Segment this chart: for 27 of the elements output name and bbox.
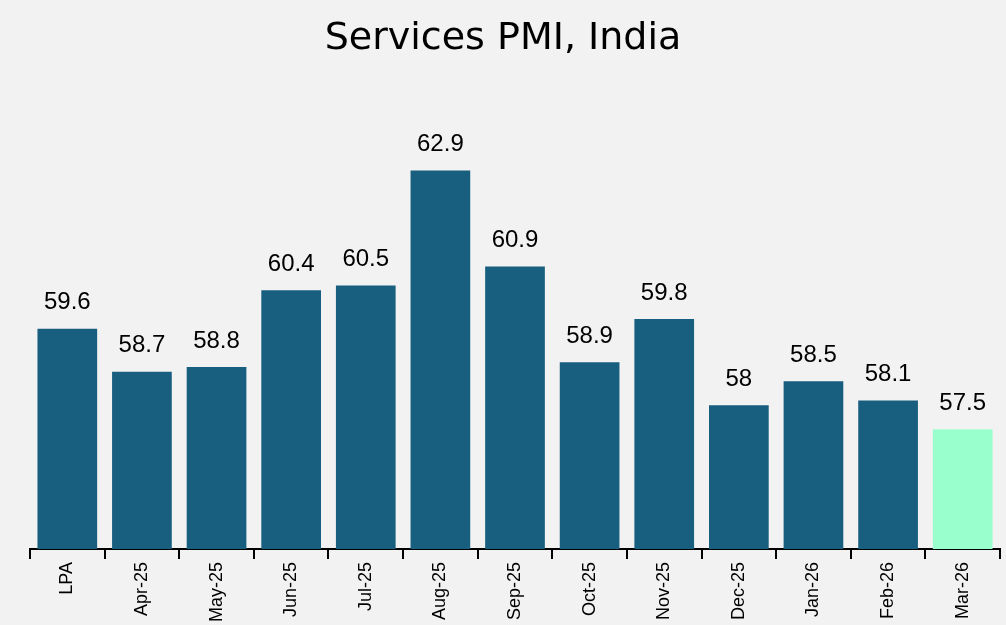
data-label: 58.8 xyxy=(193,325,240,353)
data-label: 60.4 xyxy=(267,248,315,276)
data-label: 60.5 xyxy=(342,244,390,272)
x-tick-label: Jul-25 xyxy=(354,561,375,612)
x-tick-label: Oct-25 xyxy=(578,561,599,617)
data-label: 60.9 xyxy=(491,225,539,253)
x-tick-label: Aug-25 xyxy=(429,561,450,621)
x-tick-label: Mar-26 xyxy=(951,561,972,619)
data-label: 59.8 xyxy=(640,277,688,305)
data-label: 58.5 xyxy=(790,339,837,367)
x-tick-label: LPA xyxy=(56,561,77,595)
x-tick-label: Jun-25 xyxy=(280,561,301,618)
data-label: 59.6 xyxy=(43,287,91,315)
x-tick-label: Apr-25 xyxy=(130,561,151,617)
x-tick-label: Dec-25 xyxy=(727,561,748,621)
data-label: 58.7 xyxy=(118,330,166,358)
data-label: 58 xyxy=(725,363,753,391)
data-label: 57.5 xyxy=(939,387,987,415)
chart-title: Services PMI, India xyxy=(323,13,683,60)
data-label: 58.9 xyxy=(566,320,613,348)
x-tick-label: May-25 xyxy=(205,561,226,623)
x-tick-label: Nov-25 xyxy=(653,561,674,621)
x-tick-label: Sep-25 xyxy=(503,561,524,621)
data-label: 58.1 xyxy=(864,359,912,387)
data-label: 62.9 xyxy=(417,129,464,157)
x-tick-label: Feb-26 xyxy=(877,561,898,620)
x-tick-label: Jan-26 xyxy=(802,561,823,618)
